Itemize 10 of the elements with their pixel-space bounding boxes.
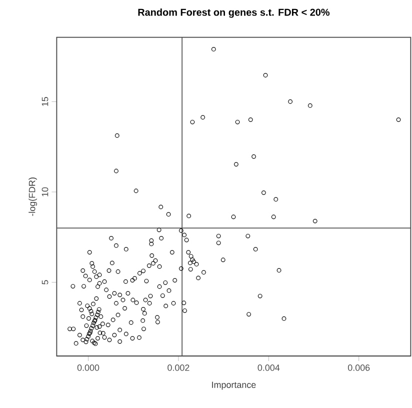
x-tick-label: 0.002 xyxy=(168,364,190,371)
y-tick-label: 5 xyxy=(42,280,48,284)
x-axis-title: Importance xyxy=(212,382,256,390)
x-tick-label: 0.006 xyxy=(348,364,370,371)
y-tick-label: 10 xyxy=(42,187,48,196)
chart-title: Random Forest on genes s.t. FDR < 20% xyxy=(138,8,330,18)
y-tick-label: 15 xyxy=(42,97,48,106)
x-tick-label: 0.004 xyxy=(258,364,280,371)
x-tick-label: 0.000 xyxy=(77,364,100,371)
y-axis-title: -log(FDR) xyxy=(28,178,37,216)
